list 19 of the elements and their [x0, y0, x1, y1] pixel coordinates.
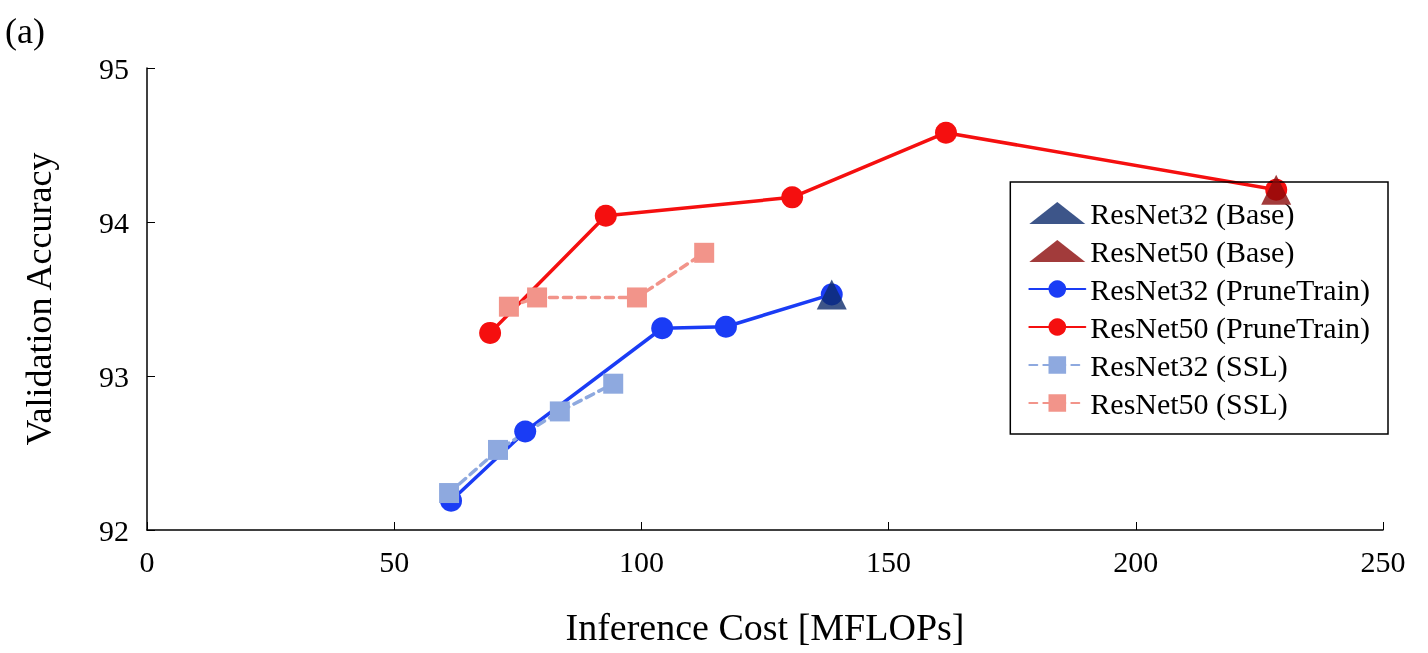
- x-tick-label: 250: [1360, 544, 1406, 578]
- x-tick-label: 100: [618, 544, 664, 578]
- y-tick-label: 94: [99, 205, 129, 239]
- legend-label: ResNet50 (Base): [1090, 234, 1295, 269]
- y-tick-label: 93: [99, 359, 129, 393]
- y-tick-label: 95: [99, 51, 129, 85]
- legend-label: ResNet32 (Base): [1090, 196, 1295, 231]
- x-tick-label: 150: [866, 544, 912, 578]
- y-axis-title: Validation Accuracy: [19, 152, 59, 446]
- legend-label: ResNet50 (SSL): [1090, 386, 1288, 421]
- text: (a): [5, 11, 45, 51]
- legend-label: ResNet32 (PruneTrain): [1090, 272, 1371, 307]
- x-tick-label: 200: [1113, 544, 1159, 578]
- x-axis-title: Inference Cost [MFLOPs]: [565, 606, 965, 648]
- x-tick-label: 0: [139, 544, 155, 578]
- legend-label: ResNet50 (PruneTrain): [1090, 310, 1371, 345]
- x-tick-label: 50: [379, 544, 410, 578]
- legend-label: ResNet32 (SSL): [1090, 348, 1288, 383]
- y-tick-label: 92: [99, 513, 129, 547]
